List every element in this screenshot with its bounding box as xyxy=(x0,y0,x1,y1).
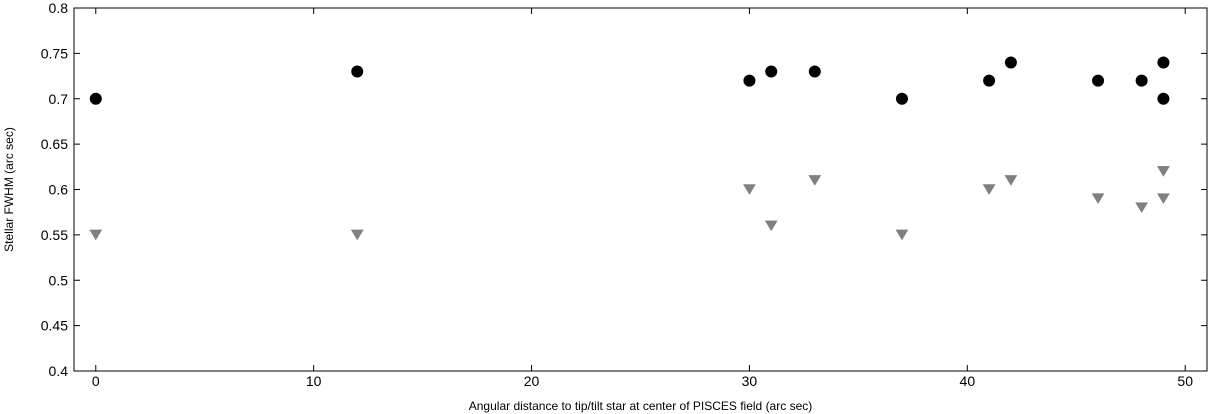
axes xyxy=(73,7,1208,372)
y-tick-label: 0.6 xyxy=(49,182,69,198)
data-point-circle xyxy=(895,92,908,105)
data-point-triangle xyxy=(1156,193,1170,205)
data-point-circle xyxy=(808,65,821,78)
plot-frame xyxy=(73,7,1208,372)
data-point-circle xyxy=(1157,92,1170,105)
data-point-triangle xyxy=(1156,166,1170,177)
data-point-circle xyxy=(1157,56,1170,69)
y-axis-label: Stellar FWHM (arc sec) xyxy=(2,127,16,252)
data-point-triangle xyxy=(1135,202,1149,214)
y-tick-label: 0.65 xyxy=(41,136,68,152)
data-point-triangle xyxy=(982,184,996,195)
y-tick-label: 0.8 xyxy=(49,0,69,16)
data-point-circle xyxy=(983,74,996,87)
data-points xyxy=(89,56,1170,241)
data-point-triangle xyxy=(808,175,822,186)
data-point-triangle xyxy=(743,184,756,195)
x-tick-label: 0 xyxy=(92,373,100,389)
data-point-triangle xyxy=(1091,193,1105,205)
data-point-circle xyxy=(1135,74,1148,87)
x-axis-label: Angular distance to tip/tilt star at cen… xyxy=(469,399,812,413)
data-point-circle xyxy=(351,65,364,78)
x-tick-label: 20 xyxy=(524,373,540,389)
data-point-circle xyxy=(89,92,102,105)
data-point-circle xyxy=(765,65,778,78)
x-tick-label: 50 xyxy=(1177,373,1193,389)
x-tick-label: 30 xyxy=(742,373,758,389)
data-point-triangle xyxy=(350,229,364,241)
ticks: 0 10 20 30 40 50 0.4 0.45 0.5 0.55 0.6 0.65 0.7 0.75 0… xyxy=(41,0,1207,389)
data-point-triangle xyxy=(895,229,909,241)
data-point-triangle xyxy=(89,229,103,241)
data-point-circle xyxy=(743,74,756,87)
data-point-circle xyxy=(1092,74,1105,87)
y-tick-label: 0.45 xyxy=(41,318,68,334)
y-tick-label: 0.55 xyxy=(41,227,68,243)
x-tick-label: 40 xyxy=(960,373,976,389)
y-tick-label: 0.5 xyxy=(49,272,69,288)
data-point-triangle xyxy=(1004,175,1018,186)
x-tick-label: 10 xyxy=(306,373,322,389)
y-tick-label: 0.4 xyxy=(49,363,69,379)
data-point-circle xyxy=(1004,56,1017,69)
data-point-triangle xyxy=(764,220,778,232)
y-tick-label: 0.7 xyxy=(49,91,69,107)
y-tick-label: 0.75 xyxy=(41,45,68,61)
